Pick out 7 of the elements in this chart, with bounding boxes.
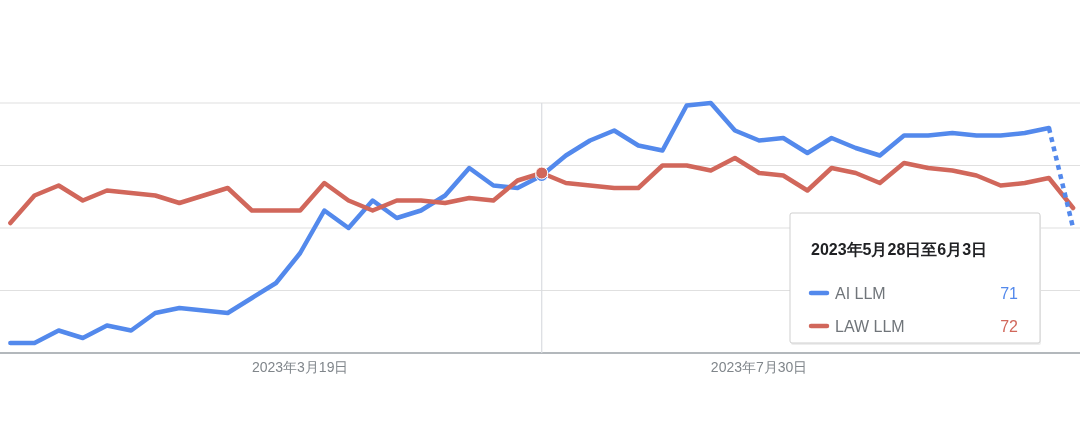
legend-label: LAW LLM bbox=[835, 318, 905, 335]
annotation: 71 bbox=[1000, 285, 1018, 302]
annotation: 72 bbox=[1000, 318, 1018, 335]
x-tick-label: 2023年3月19日 bbox=[251, 359, 349, 375]
legend-label: AI LLM bbox=[835, 285, 886, 302]
x-tick-label: 2023年7月30日 bbox=[710, 359, 808, 375]
legend-title: 2023年5月28日至6月3日 bbox=[811, 241, 988, 258]
